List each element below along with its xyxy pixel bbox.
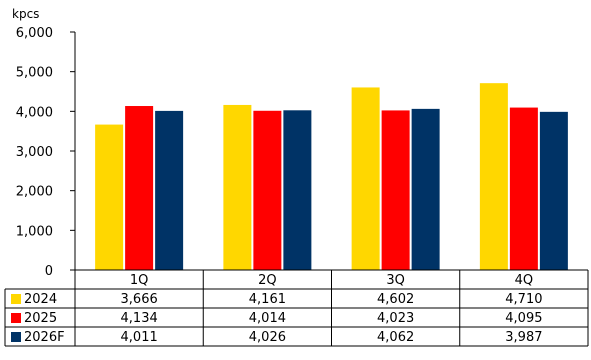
table-cell: 4,014 <box>249 311 286 326</box>
legend-label-2024: 2024 <box>24 292 57 307</box>
y-tick-label: 5,000 <box>16 66 53 81</box>
category-label: 3Q <box>386 273 405 288</box>
table-cell: 4,026 <box>249 330 286 345</box>
bar-2025-3Q <box>381 110 410 271</box>
table-cell: 4,011 <box>121 330 158 345</box>
bar-2025-2Q <box>253 110 282 270</box>
y-tick-label: 1,000 <box>16 224 53 239</box>
bar-2026F-2Q <box>283 110 312 270</box>
legend-swatch-2024 <box>11 294 21 304</box>
bar-2024-1Q <box>95 124 124 270</box>
y-tick-label: 2,000 <box>16 185 53 200</box>
legend-swatch-2025 <box>11 313 21 323</box>
data-table: 1Q 2Q 3Q 4Q 2024 3,666 4,161 4,602 4,710 2025 4,13… <box>4 269 589 347</box>
unit-label: kpcs <box>12 7 39 21</box>
category-label: 4Q <box>515 273 534 288</box>
y-tick-label: 4,000 <box>16 105 53 120</box>
table-cell: 4,161 <box>249 292 286 307</box>
bars <box>95 83 568 271</box>
legend-label-2025: 2025 <box>24 311 57 326</box>
y-tick-label: 6,000 <box>16 26 53 41</box>
table-cell: 4,602 <box>377 292 414 307</box>
y-tick-label: 0 <box>45 264 53 279</box>
y-axis: 0 1,000 2,000 3,000 4,000 5,000 6,000 <box>16 26 76 279</box>
bar-2025-4Q <box>509 107 538 270</box>
bar-2024-2Q <box>223 104 252 271</box>
category-label: 1Q <box>130 273 149 288</box>
table-cell: 4,095 <box>505 311 542 326</box>
category-label: 2Q <box>258 273 277 288</box>
bar-2024-4Q <box>479 83 508 270</box>
table-cell: 4,062 <box>377 330 414 345</box>
legend-label-2026F: 2026F <box>24 330 65 345</box>
y-tick-label: 3,000 <box>16 145 53 160</box>
bar-2025-1Q <box>125 106 154 270</box>
bar-2026F-4Q <box>539 111 568 270</box>
table-cell: 4,710 <box>505 292 542 307</box>
table-cell: 4,134 <box>121 311 158 326</box>
bar-2026F-1Q <box>155 110 184 270</box>
bar-2026F-3Q <box>411 108 440 271</box>
table-cell: 3,666 <box>121 292 158 307</box>
table-cell: 4,023 <box>377 311 414 326</box>
bar-2024-3Q <box>351 87 380 270</box>
table-cell: 3,987 <box>505 330 542 345</box>
legend-swatch-2026F <box>11 332 21 342</box>
